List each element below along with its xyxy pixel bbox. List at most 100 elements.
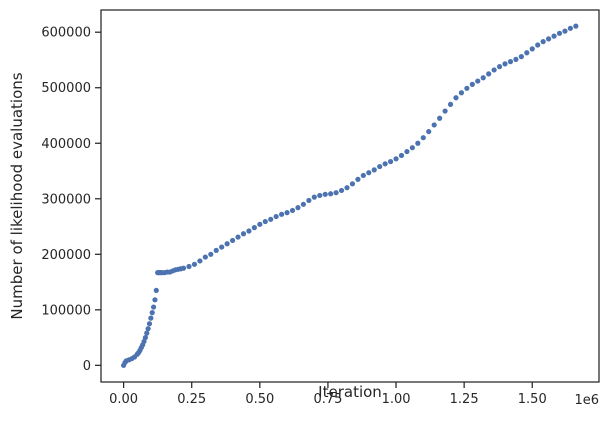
data-point [146,321,153,327]
data-point [431,122,437,128]
data-point [513,56,519,63]
data-point [149,310,155,316]
data-point [219,244,225,250]
data-point [148,315,154,321]
data-point [262,218,268,225]
data-point [251,225,257,231]
data-point [507,59,514,65]
data-point [224,241,230,247]
data-points [121,23,579,368]
data-point [573,23,579,29]
data-point [300,201,307,207]
data-point [142,334,149,341]
x-tick-label: 1.25 [450,392,479,407]
data-point [524,50,530,56]
data-point [420,135,426,141]
data-point [152,297,158,303]
y-tick-label: 400000 [41,137,91,152]
data-point [208,251,214,257]
data-point [186,263,192,270]
data-point [540,39,546,45]
data-point [191,261,198,267]
data-point [442,108,448,114]
data-point [502,61,508,67]
data-point [562,28,568,34]
data-point [289,207,296,214]
data-point [453,95,459,101]
data-point [437,115,443,121]
y-tick-label: 100000 [41,303,91,318]
data-point [202,254,208,260]
y-tick-label: 0 [83,359,91,374]
data-point [268,216,274,222]
data-point [382,161,388,167]
data-point [398,152,405,159]
data-point [344,185,350,191]
x-tick-label: 1.00 [382,392,411,407]
x-axis-label: Iteration [318,383,382,401]
data-point [229,237,236,244]
y-axis-ticks: 0 100000 200000 300000 400000 500000 600000 [41,26,101,374]
data-point [551,33,557,39]
data-point [295,205,301,211]
data-point [469,81,475,87]
x-tick-label: 0.50 [245,392,274,407]
y-axis-label: Number of likelihood evaluations [8,72,26,319]
data-point [409,145,415,151]
data-point [387,158,394,165]
data-point [360,172,366,179]
data-point [355,176,361,182]
data-point [317,192,323,199]
data-point [279,211,285,217]
x-tick-label: 1.50 [518,392,547,407]
data-point [464,85,470,91]
plot-frame [100,9,600,383]
data-point [458,90,465,96]
y-tick-label: 200000 [41,248,91,263]
data-point [567,25,573,31]
x-axis-ticks: 0.00 0.25 0.50 0.75 1.00 1.25 1.50 [109,382,547,407]
data-point [393,156,399,162]
x-tick-label: 0.75 [313,392,342,407]
data-point [273,213,279,220]
data-point [349,181,356,187]
data-point [322,191,328,197]
data-point [213,247,219,254]
data-point [311,194,317,200]
data-point [338,187,345,194]
data-point [328,191,334,197]
data-point [153,287,159,293]
data-point [246,228,252,234]
y-tick-label: 600000 [41,26,91,41]
data-point [535,42,541,48]
data-point [529,46,535,52]
data-point [426,128,432,135]
x-axis-offset-label: 1e6 [574,393,599,408]
data-point [480,75,486,81]
x-tick-label: 0.25 [177,392,206,407]
data-point [235,234,241,240]
data-point [257,221,263,227]
data-point [144,330,150,336]
data-point [518,54,524,60]
data-point [366,170,372,176]
y-tick-label: 500000 [41,81,91,96]
data-point [197,258,203,264]
y-tick-label: 300000 [41,192,91,207]
data-point [333,190,339,196]
data-point [556,30,563,36]
data-point [404,148,410,155]
data-point [150,304,157,310]
data-point [475,78,481,84]
data-point [415,140,421,146]
data-point [284,210,290,216]
data-point [377,163,383,170]
data-point [240,231,247,237]
x-tick-label: 0.00 [109,392,138,407]
data-point [496,64,503,70]
data-point [306,197,312,204]
data-point [491,67,497,73]
data-point [486,71,492,77]
data-point [145,326,151,332]
